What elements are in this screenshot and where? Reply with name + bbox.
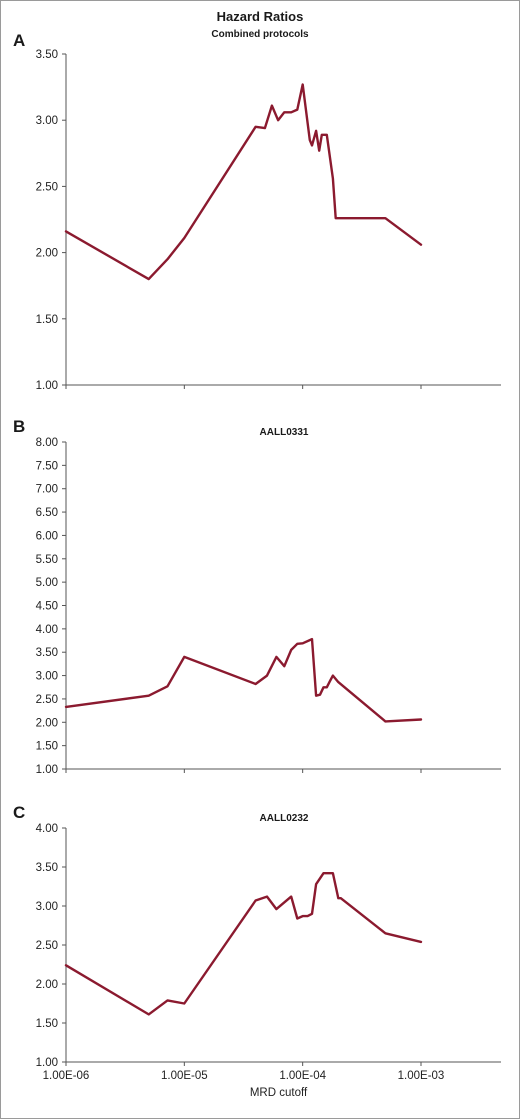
panel-b-ytick-label: 6.00 xyxy=(36,530,58,542)
panel-b-ytick-label: 8.00 xyxy=(36,437,58,449)
panel-b-ytick-label: 3.50 xyxy=(36,647,58,659)
panel-b-ytick-label: 7.50 xyxy=(36,460,58,472)
panel-a-ytick-label: 2.50 xyxy=(36,181,58,193)
panel-b-ytick-label: 7.00 xyxy=(36,484,58,496)
panel-a-series-line xyxy=(64,83,423,281)
panel-b-ytick-label: 5.50 xyxy=(36,554,58,566)
figure-title: Hazard Ratios xyxy=(217,9,304,24)
panel-c-ytick-label: 2.00 xyxy=(36,979,58,991)
panel-c-ytick-label: 1.00 xyxy=(36,1057,58,1069)
panel-a-ytick-label: 1.50 xyxy=(36,314,58,326)
panel-a-subtitle: Combined protocols xyxy=(211,29,309,40)
panel-c-xtick-label: 1.00E-04 xyxy=(279,1070,326,1082)
panel-b-ytick-label: 1.50 xyxy=(36,741,58,753)
panel-b-ytick-label: 2.00 xyxy=(36,717,58,729)
panel-c-ytick-label: 1.50 xyxy=(36,1018,58,1030)
panel-c-xtick-label: 1.00E-05 xyxy=(161,1070,208,1082)
panel-c-series-line xyxy=(64,872,423,1016)
panel-b-ytick-label: 6.50 xyxy=(36,507,58,519)
panel-b-ytick-label: 2.50 xyxy=(36,694,58,706)
panel-a-letter: A xyxy=(13,31,25,50)
panel-c-letter: C xyxy=(13,803,25,822)
panel-b-ytick-label: 5.00 xyxy=(36,577,58,589)
panel-c-ytick-label: 3.00 xyxy=(36,901,58,913)
panel-c-ytick-label: 3.50 xyxy=(36,862,58,874)
panel-b-ytick-label: 4.50 xyxy=(36,601,58,613)
panel-b-series-line xyxy=(64,637,423,723)
panel-a-ytick-label: 2.00 xyxy=(36,248,58,260)
panel-b-ytick-label: 4.00 xyxy=(36,624,58,636)
panel-c-ytick-label: 2.50 xyxy=(36,940,58,952)
panel-b-title: AALL0331 xyxy=(260,427,309,438)
panel-b-letter: B xyxy=(13,417,25,436)
panel-c-ytick-label: 4.00 xyxy=(36,823,58,835)
panel-c-xtick-label: 1.00E-06 xyxy=(43,1070,90,1082)
panel-c-title: AALL0232 xyxy=(260,813,309,824)
panel-b-ytick-label: 3.00 xyxy=(36,671,58,683)
panel-a-ytick-label: 3.00 xyxy=(36,115,58,127)
panel-b-ytick-label: 1.00 xyxy=(36,764,58,776)
panel-c-xtick-label: 1.00E-03 xyxy=(398,1070,445,1082)
panel-a-ytick-label: 3.50 xyxy=(36,49,58,61)
panel-c-xlabel: MRD cutoff xyxy=(250,1087,308,1099)
panel-a-ytick-label: 1.00 xyxy=(36,380,58,392)
